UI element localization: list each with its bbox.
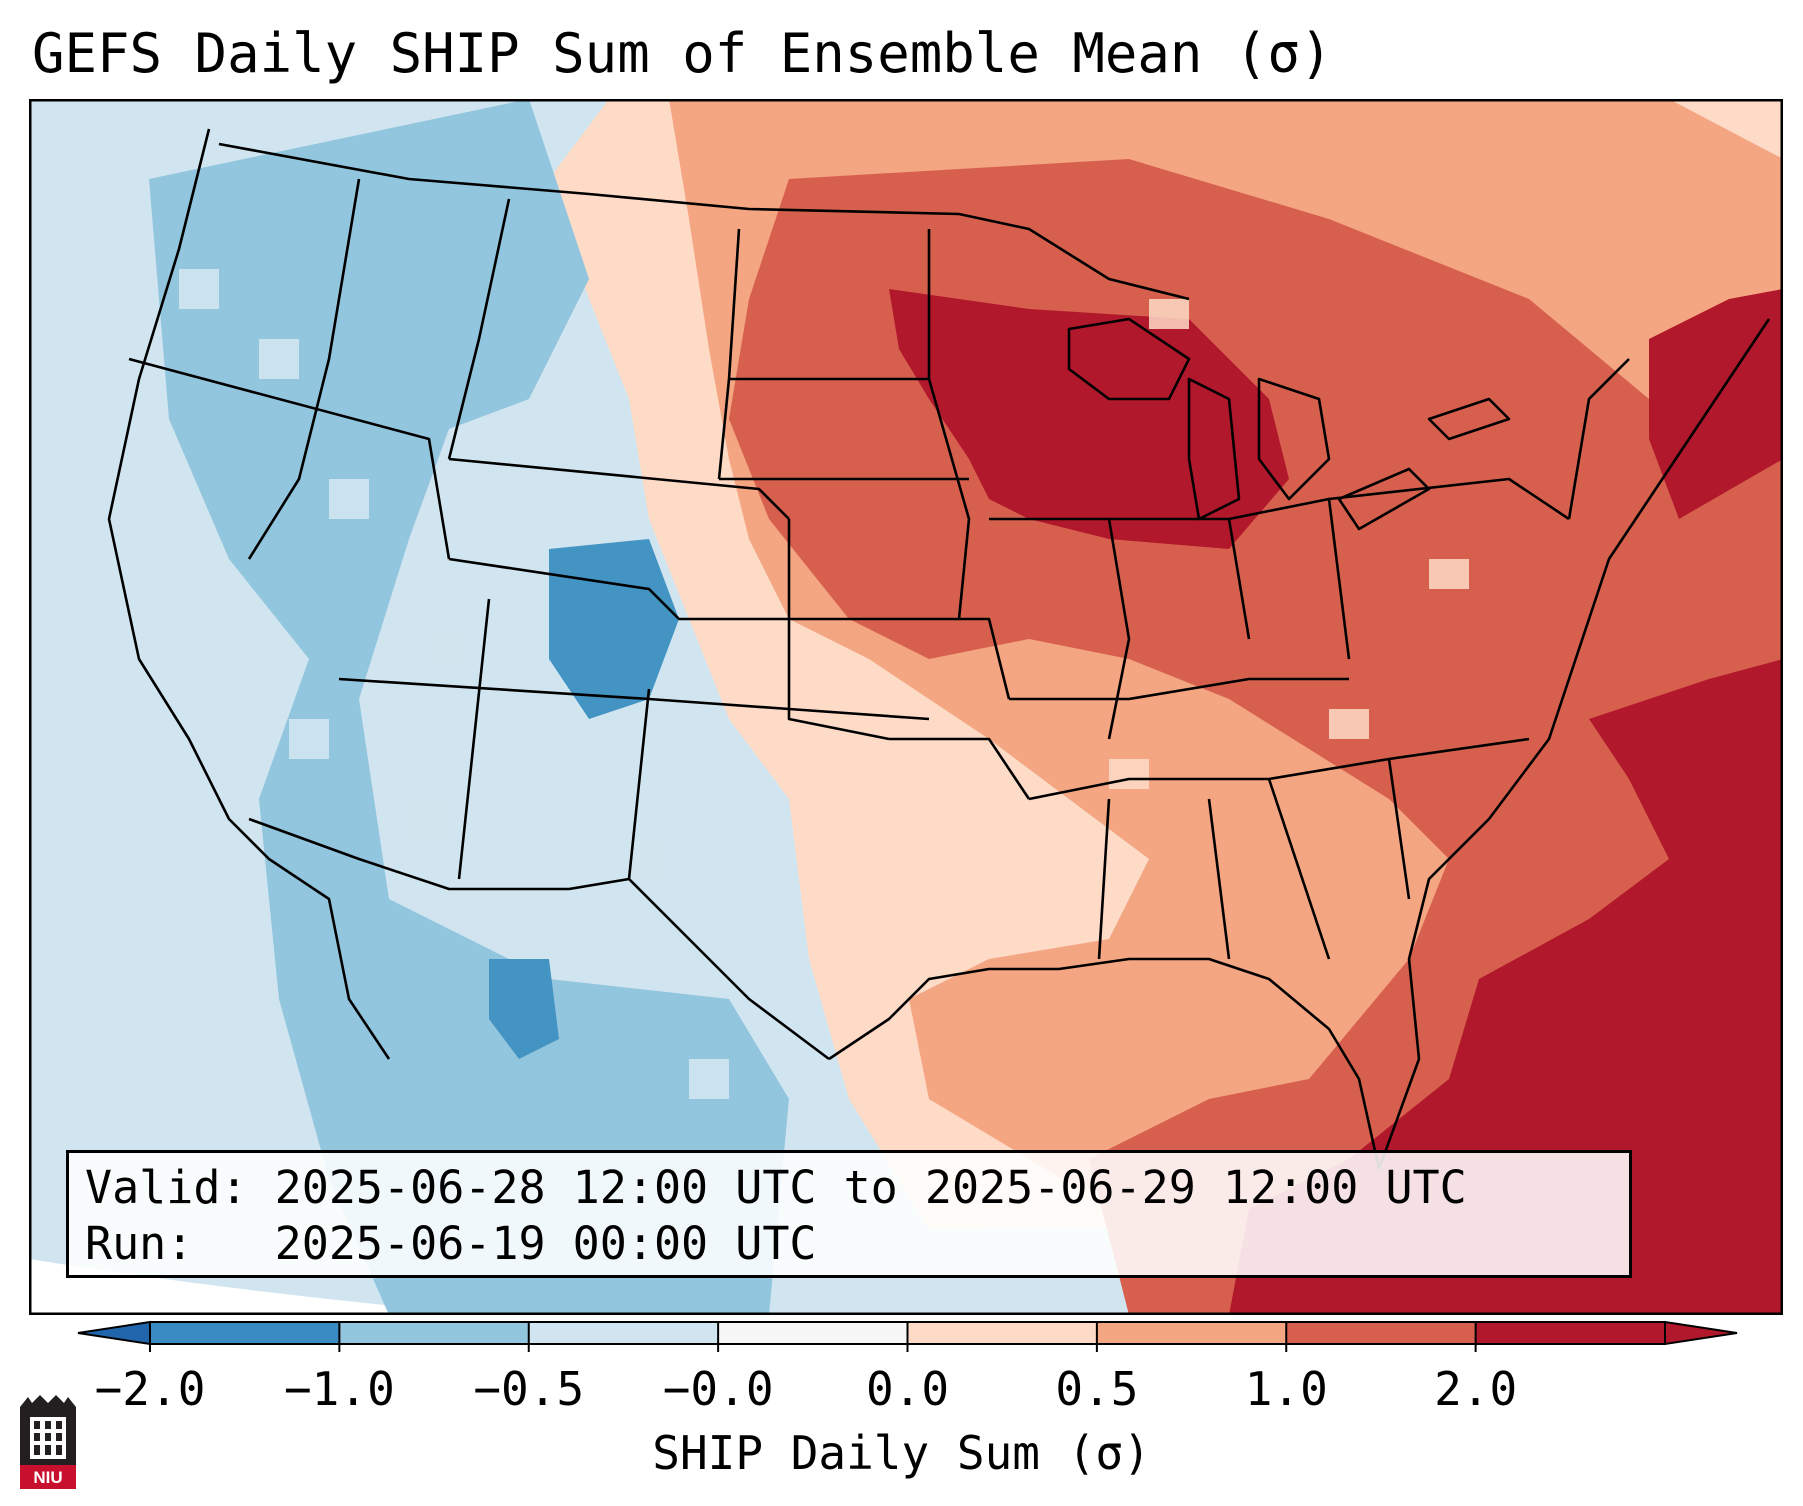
map-canvas: [29, 99, 1783, 1315]
chart-title: GEFS Daily SHIP Sum of Ensemble Mean (σ): [32, 22, 1333, 85]
map-panel: [29, 99, 1783, 1315]
niu-logo: NIU: [20, 1395, 76, 1489]
colorbar-segment: [907, 1322, 1098, 1344]
run-label: Run:: [85, 1217, 194, 1270]
colorbar-tick-label: 2.0: [1434, 1362, 1518, 1416]
run-line: Run: 2025-06-19 00:00 UTC: [85, 1217, 817, 1270]
state-borders: [107, 128, 1771, 1170]
colorbar-extend-high: [1664, 1320, 1738, 1346]
colorbar-segment: [150, 1322, 340, 1344]
pixel-texture: [179, 269, 729, 1099]
logo-text: NIU: [33, 1468, 62, 1487]
valid-line: Valid: 2025-06-28 12:00 UTC to 2025-06-2…: [85, 1161, 1467, 1214]
valid-value: 2025-06-28 12:00 UTC to 2025-06-29 12:00…: [274, 1161, 1467, 1214]
colorbar-tick-label: −1.0: [283, 1362, 395, 1416]
colorbar-tick-label: −0.0: [662, 1362, 774, 1416]
colorbar: [77, 1320, 1738, 1352]
colorbar-label: SHIP Daily Sum (σ): [652, 1426, 1151, 1480]
region-moderate-negative-west: [149, 99, 789, 1315]
colorbar-tick-label: −2.0: [94, 1362, 206, 1416]
colorbar-segment: [528, 1322, 719, 1344]
region-strong-negative-colorado: [549, 539, 679, 719]
pixel-texture-warm: [1109, 299, 1469, 789]
colorbar-segment: [1286, 1322, 1477, 1344]
colorbar-segment: [339, 1322, 530, 1344]
colorbar-segment: [1475, 1322, 1666, 1344]
colorbar-tick-label: 0.0: [865, 1362, 950, 1416]
colorbar-segment: [718, 1322, 908, 1344]
valid-run-info-box: Valid: 2025-06-28 12:00 UTC to 2025-06-2…: [66, 1150, 1632, 1278]
map-frame: [29, 99, 1783, 1315]
run-value: 2025-06-19 00:00 UTC: [274, 1217, 817, 1270]
region-very-positive-midwest: [889, 289, 1289, 549]
valid-label: Valid:: [85, 1161, 248, 1214]
colorbar-segment: [1096, 1322, 1287, 1344]
colorbar-extend-low: [77, 1320, 151, 1346]
colorbar-tick-label: 1.0: [1244, 1362, 1328, 1416]
colorbar-tick-label: 0.5: [1055, 1362, 1139, 1416]
region-strong-negative-mexico: [489, 959, 559, 1059]
colorbar-tick-label: −0.5: [473, 1362, 585, 1416]
